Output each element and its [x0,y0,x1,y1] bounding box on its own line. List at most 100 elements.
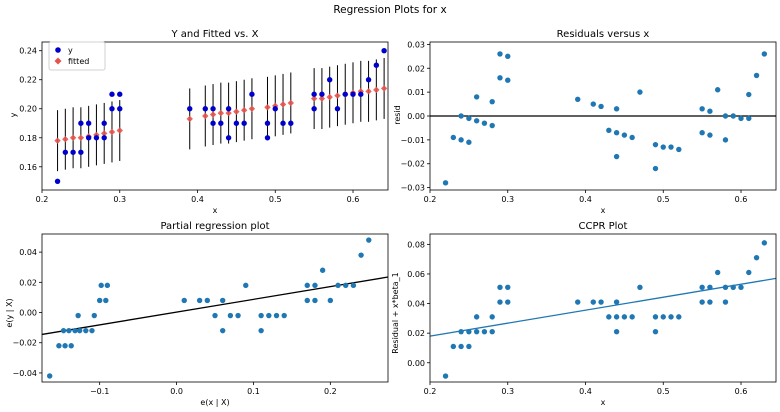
data-point [442,373,449,379]
x-axis-label: x [213,206,218,215]
fitted-point [54,137,61,144]
data-point [753,254,760,261]
data-point [590,101,596,107]
data-point [746,115,752,122]
data-point [714,87,721,93]
y-point [311,91,317,97]
data-point [281,312,287,319]
data-point [707,299,713,305]
fitted-point [287,99,295,107]
data-point [489,98,495,105]
data-point [730,284,736,290]
data-point [613,328,620,335]
fitted-point [264,104,271,111]
y-point [187,106,193,112]
y-point [326,77,333,83]
x-axis-label: x [601,206,606,215]
data-point [652,165,659,172]
data-point [668,144,674,150]
data-point [497,299,503,305]
data-point [613,314,620,320]
y-tick-label: 0.03 [407,40,425,49]
data-point [304,282,310,289]
data-point [458,343,464,350]
y-tick-label: −0.02 [400,160,425,169]
x-tick-label: 0.6 [735,387,748,396]
data-point [62,343,68,349]
data-point [575,299,581,305]
y-point [109,106,115,112]
y-point [249,91,255,97]
data-point [91,312,97,319]
data-point [722,113,729,119]
y-point [264,120,271,126]
data-point [89,327,95,334]
data-point [304,297,310,304]
data-point [219,327,226,334]
data-point [96,297,103,304]
fitted-point [116,127,123,134]
data-point [72,327,78,334]
y-point [101,135,107,141]
panel-partial-regression: Partial regression plot e(x | X) e(y | X… [5,221,389,407]
y-point [210,120,216,126]
fitted-point [279,101,287,108]
data-point [98,282,104,289]
data-point [660,314,666,320]
data-point [621,314,628,320]
data-point [707,108,713,114]
data-point [707,284,713,290]
fitted-point [101,130,108,137]
y-tick-label: −0.02 [12,339,37,348]
x-axis-label: x [601,398,606,407]
data-point [699,106,705,112]
data-point [489,328,495,335]
x-tick-label: 0.2 [424,387,437,396]
x-tick-label: 0.2 [324,387,337,396]
y-tick-label: −0.03 [400,184,425,193]
plot-area: 0.2 0.3 0.4 0.5 0.6 −0.03 −0.02 −0.01 0.00 0.01 0.… [400,40,777,204]
x-tick-label: 0.5 [657,387,670,396]
data-point [489,122,495,129]
y-point [264,135,271,141]
y-point [218,120,224,126]
fitted-point [186,115,193,123]
y-point [101,120,107,126]
legend-marker-fitted [54,57,62,65]
data-point [660,144,666,150]
data-point [652,328,659,335]
y-tick-label: 0.00 [407,359,425,368]
data-point [46,373,53,379]
y-axis-label: y [9,112,18,117]
y-point [365,77,372,83]
x-tick-label: 0.4 [579,195,592,204]
data-point [738,284,744,290]
fitted-point [373,86,380,94]
y-point [233,120,240,126]
data-point [637,284,643,290]
x-axis-label: e(x | X) [200,398,229,407]
data-point [652,141,659,148]
y-point [117,91,123,97]
data-point [450,134,457,141]
data-point [60,327,67,334]
y-tick-label: 0.24 [19,47,37,56]
y-tick-label: 0.02 [407,64,425,73]
x-tick-label: 0.3 [501,387,514,396]
data-point [699,284,705,290]
data-point [497,51,503,57]
y-point [109,91,115,97]
fitted-point [62,136,69,143]
y-tick-label: 0.04 [19,248,37,257]
data-point [505,53,511,60]
data-point [466,139,472,145]
data-point [212,312,218,319]
data-point [227,312,234,319]
data-point [722,299,729,305]
y-tick-label: 0.06 [407,270,425,279]
fitted-point [334,92,341,99]
legend-box [48,41,106,71]
data-point [258,327,264,334]
data-point [746,269,752,276]
data-point [676,146,682,153]
